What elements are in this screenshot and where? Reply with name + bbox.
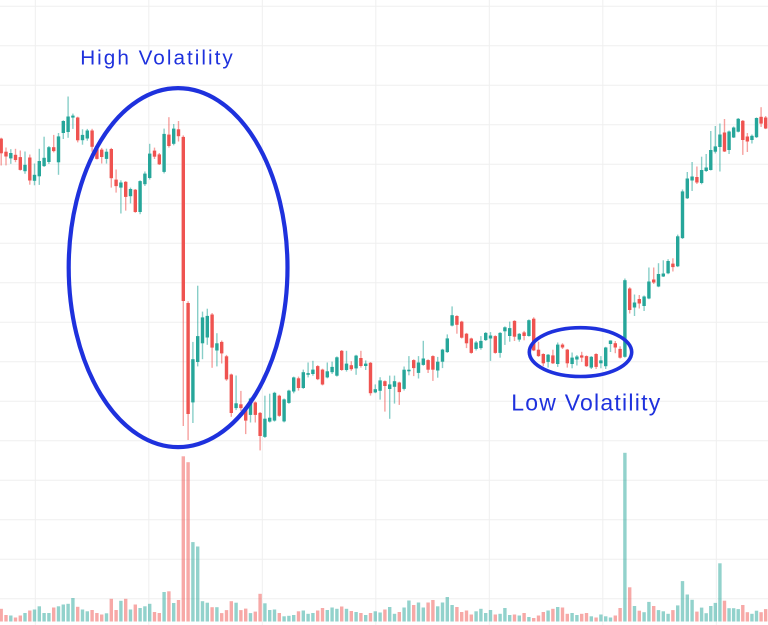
svg-text:High Volatility: High Volatility xyxy=(80,47,233,70)
svg-text:Low Volatility: Low Volatility xyxy=(511,389,661,415)
